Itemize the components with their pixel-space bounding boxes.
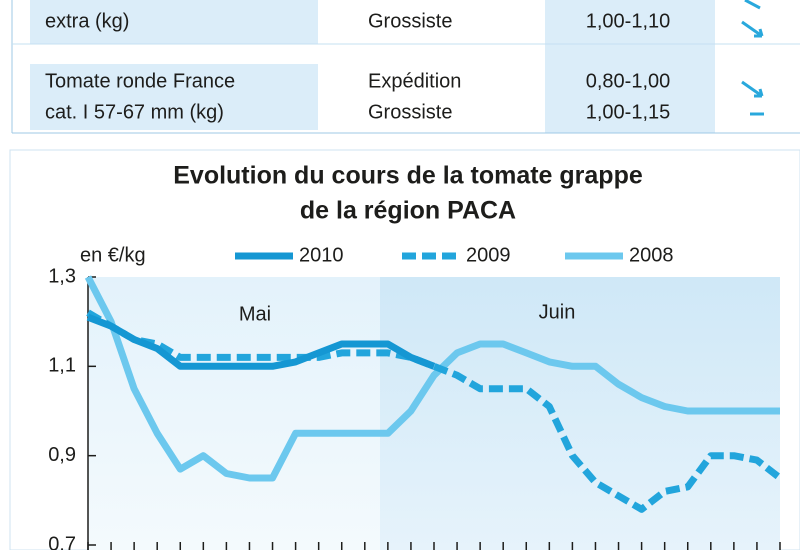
cell: [30, 0, 318, 44]
chart-title: Evolution du cours de la tomate grappe: [173, 162, 643, 190]
legend-label: 2009: [466, 244, 511, 266]
arrow-down: [741, 80, 764, 98]
y-tick-label: 0,9: [48, 444, 76, 466]
table-text: extra (kg) Grossiste 1,00-1,10 Tomate ronde…: [45, 10, 670, 123]
arrow-down: [741, 20, 764, 38]
series-line: [84, 275, 780, 482]
table-cell-text: 1,00-1,10: [586, 10, 671, 32]
band-label: Mai: [239, 303, 271, 325]
table-cell-text: Expédition: [368, 70, 461, 92]
cell: [545, 0, 715, 133]
band-label: Juin: [539, 301, 576, 323]
cell: [30, 64, 318, 130]
y-tick-label: 1,3: [48, 265, 76, 287]
series-line: [86, 313, 436, 370]
y-tick-label: 0,7: [48, 533, 76, 550]
table-cell-text: cat. I 57-67 mm (kg): [45, 101, 224, 123]
table-cell-text: extra (kg): [45, 10, 129, 32]
arrow-down: [744, 0, 761, 10]
y-tick-label: 1,1: [48, 355, 76, 377]
table-cell-text: Grossiste: [368, 101, 452, 123]
legend-label: 2008: [629, 244, 674, 266]
table-cell-text: 0,80-1,00: [586, 70, 671, 92]
table-cell-text: Grossiste: [368, 10, 452, 32]
legend-label: 2010: [299, 244, 344, 266]
table-cell-text: Tomate ronde France: [45, 70, 235, 92]
trend-icons: [741, 0, 764, 116]
band-mai: [88, 277, 380, 550]
chart-title: de la région PACA: [300, 197, 516, 225]
y-axis-label: en €/kg: [80, 244, 146, 266]
table-cell-text: 1,00-1,15: [586, 101, 671, 123]
series-line: [86, 309, 783, 513]
